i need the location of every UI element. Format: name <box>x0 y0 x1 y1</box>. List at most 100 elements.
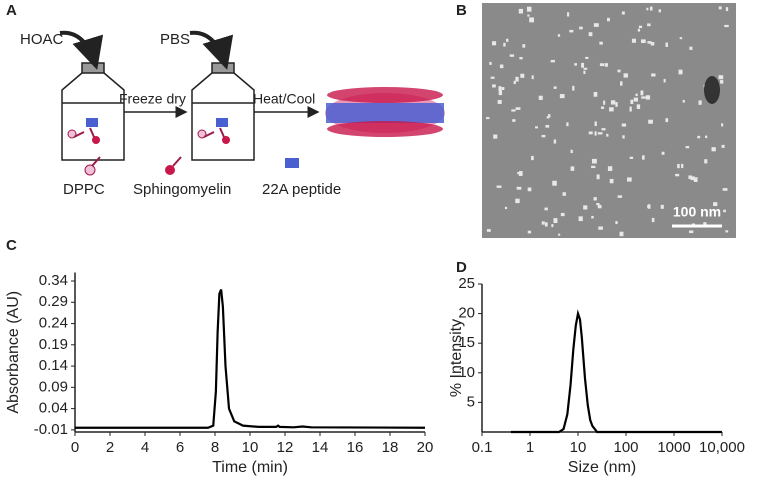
particle <box>518 8 524 14</box>
particle <box>509 54 515 57</box>
particle <box>619 231 624 237</box>
x-tick-label: 100 <box>613 439 638 456</box>
y-tick-label: 0.04 <box>39 400 68 417</box>
reagent-label: HOAC <box>20 31 64 48</box>
micrograph <box>482 3 736 238</box>
particle <box>515 107 521 110</box>
particle <box>588 32 593 37</box>
particle <box>635 93 638 97</box>
y-tick-label: 0.19 <box>39 336 68 353</box>
y-tick-label: 5 <box>467 393 475 410</box>
particles <box>486 6 729 237</box>
particle <box>660 204 664 209</box>
nanodisc <box>325 87 445 137</box>
lipid-icons <box>67 118 299 176</box>
particle <box>599 41 603 45</box>
particle <box>598 226 603 230</box>
particle <box>626 177 632 182</box>
x-tick-label: 18 <box>382 439 399 456</box>
particle <box>497 99 502 104</box>
particle <box>617 195 623 198</box>
x-tick-label: 2 <box>106 439 114 456</box>
particle <box>597 204 602 209</box>
panel-label: C <box>6 237 17 254</box>
particle <box>704 159 708 164</box>
particle <box>721 123 724 127</box>
particle <box>631 38 636 43</box>
particle <box>609 107 614 112</box>
particle <box>620 81 623 86</box>
particle <box>721 144 725 148</box>
particle <box>724 24 729 28</box>
particle <box>693 177 698 182</box>
particle <box>493 134 498 139</box>
particle <box>678 69 683 75</box>
x-axis-label: Time (min) <box>212 459 288 476</box>
y-tick-label: 0.14 <box>39 357 68 374</box>
particle <box>578 216 583 222</box>
particle <box>604 63 608 67</box>
particle <box>574 63 577 66</box>
x-tick-label: 1 <box>526 439 534 456</box>
x-tick-label: 0.1 <box>472 439 493 456</box>
particle <box>596 174 600 180</box>
particle <box>665 118 669 123</box>
particle <box>607 166 613 171</box>
particle <box>617 69 621 73</box>
particle <box>515 198 520 204</box>
x-tick-label: 10 <box>570 439 587 456</box>
particle <box>583 205 588 210</box>
particle <box>682 99 685 103</box>
particle <box>566 12 570 17</box>
particle <box>591 158 597 164</box>
x-tick-label: 0 <box>71 439 79 456</box>
particle <box>593 197 597 201</box>
particle <box>499 64 504 69</box>
x-tick-label: 16 <box>347 439 364 456</box>
particle <box>679 37 683 40</box>
particle <box>506 38 509 42</box>
step-label: Heat/Cool <box>253 91 315 107</box>
particle <box>546 116 549 119</box>
particle <box>725 230 729 233</box>
panel-label: A <box>6 2 17 19</box>
particle <box>718 6 722 10</box>
y-tick-label: 25 <box>458 275 475 292</box>
particle <box>636 104 641 109</box>
particle <box>705 135 708 139</box>
particle <box>633 97 639 102</box>
particle <box>511 109 516 112</box>
particle <box>647 205 650 208</box>
particle <box>515 76 519 82</box>
particle <box>527 230 532 234</box>
particle <box>651 217 655 223</box>
particle <box>718 75 724 80</box>
particle <box>646 7 649 11</box>
particle <box>570 149 573 154</box>
particle <box>722 188 728 191</box>
particle <box>713 202 718 207</box>
legend-label: DPPC <box>63 181 105 198</box>
particle <box>504 206 508 210</box>
particle <box>725 7 729 12</box>
particle <box>591 165 596 169</box>
particle <box>551 224 554 228</box>
particle <box>697 135 701 139</box>
particle <box>629 106 632 112</box>
particle <box>621 11 625 15</box>
particle <box>593 23 599 27</box>
particle <box>527 14 530 17</box>
particle <box>711 147 716 152</box>
scale-bar-label: 100 nm <box>673 204 721 220</box>
particle <box>720 80 724 84</box>
particle <box>560 212 565 217</box>
particle <box>498 90 503 96</box>
y-tick-label: 0.29 <box>39 293 68 310</box>
x-tick-label: 12 <box>277 439 294 456</box>
particle <box>512 119 516 122</box>
particle <box>596 202 600 206</box>
particle <box>637 28 641 32</box>
x-axis-label: Size (nm) <box>568 459 636 476</box>
particle <box>591 215 594 219</box>
